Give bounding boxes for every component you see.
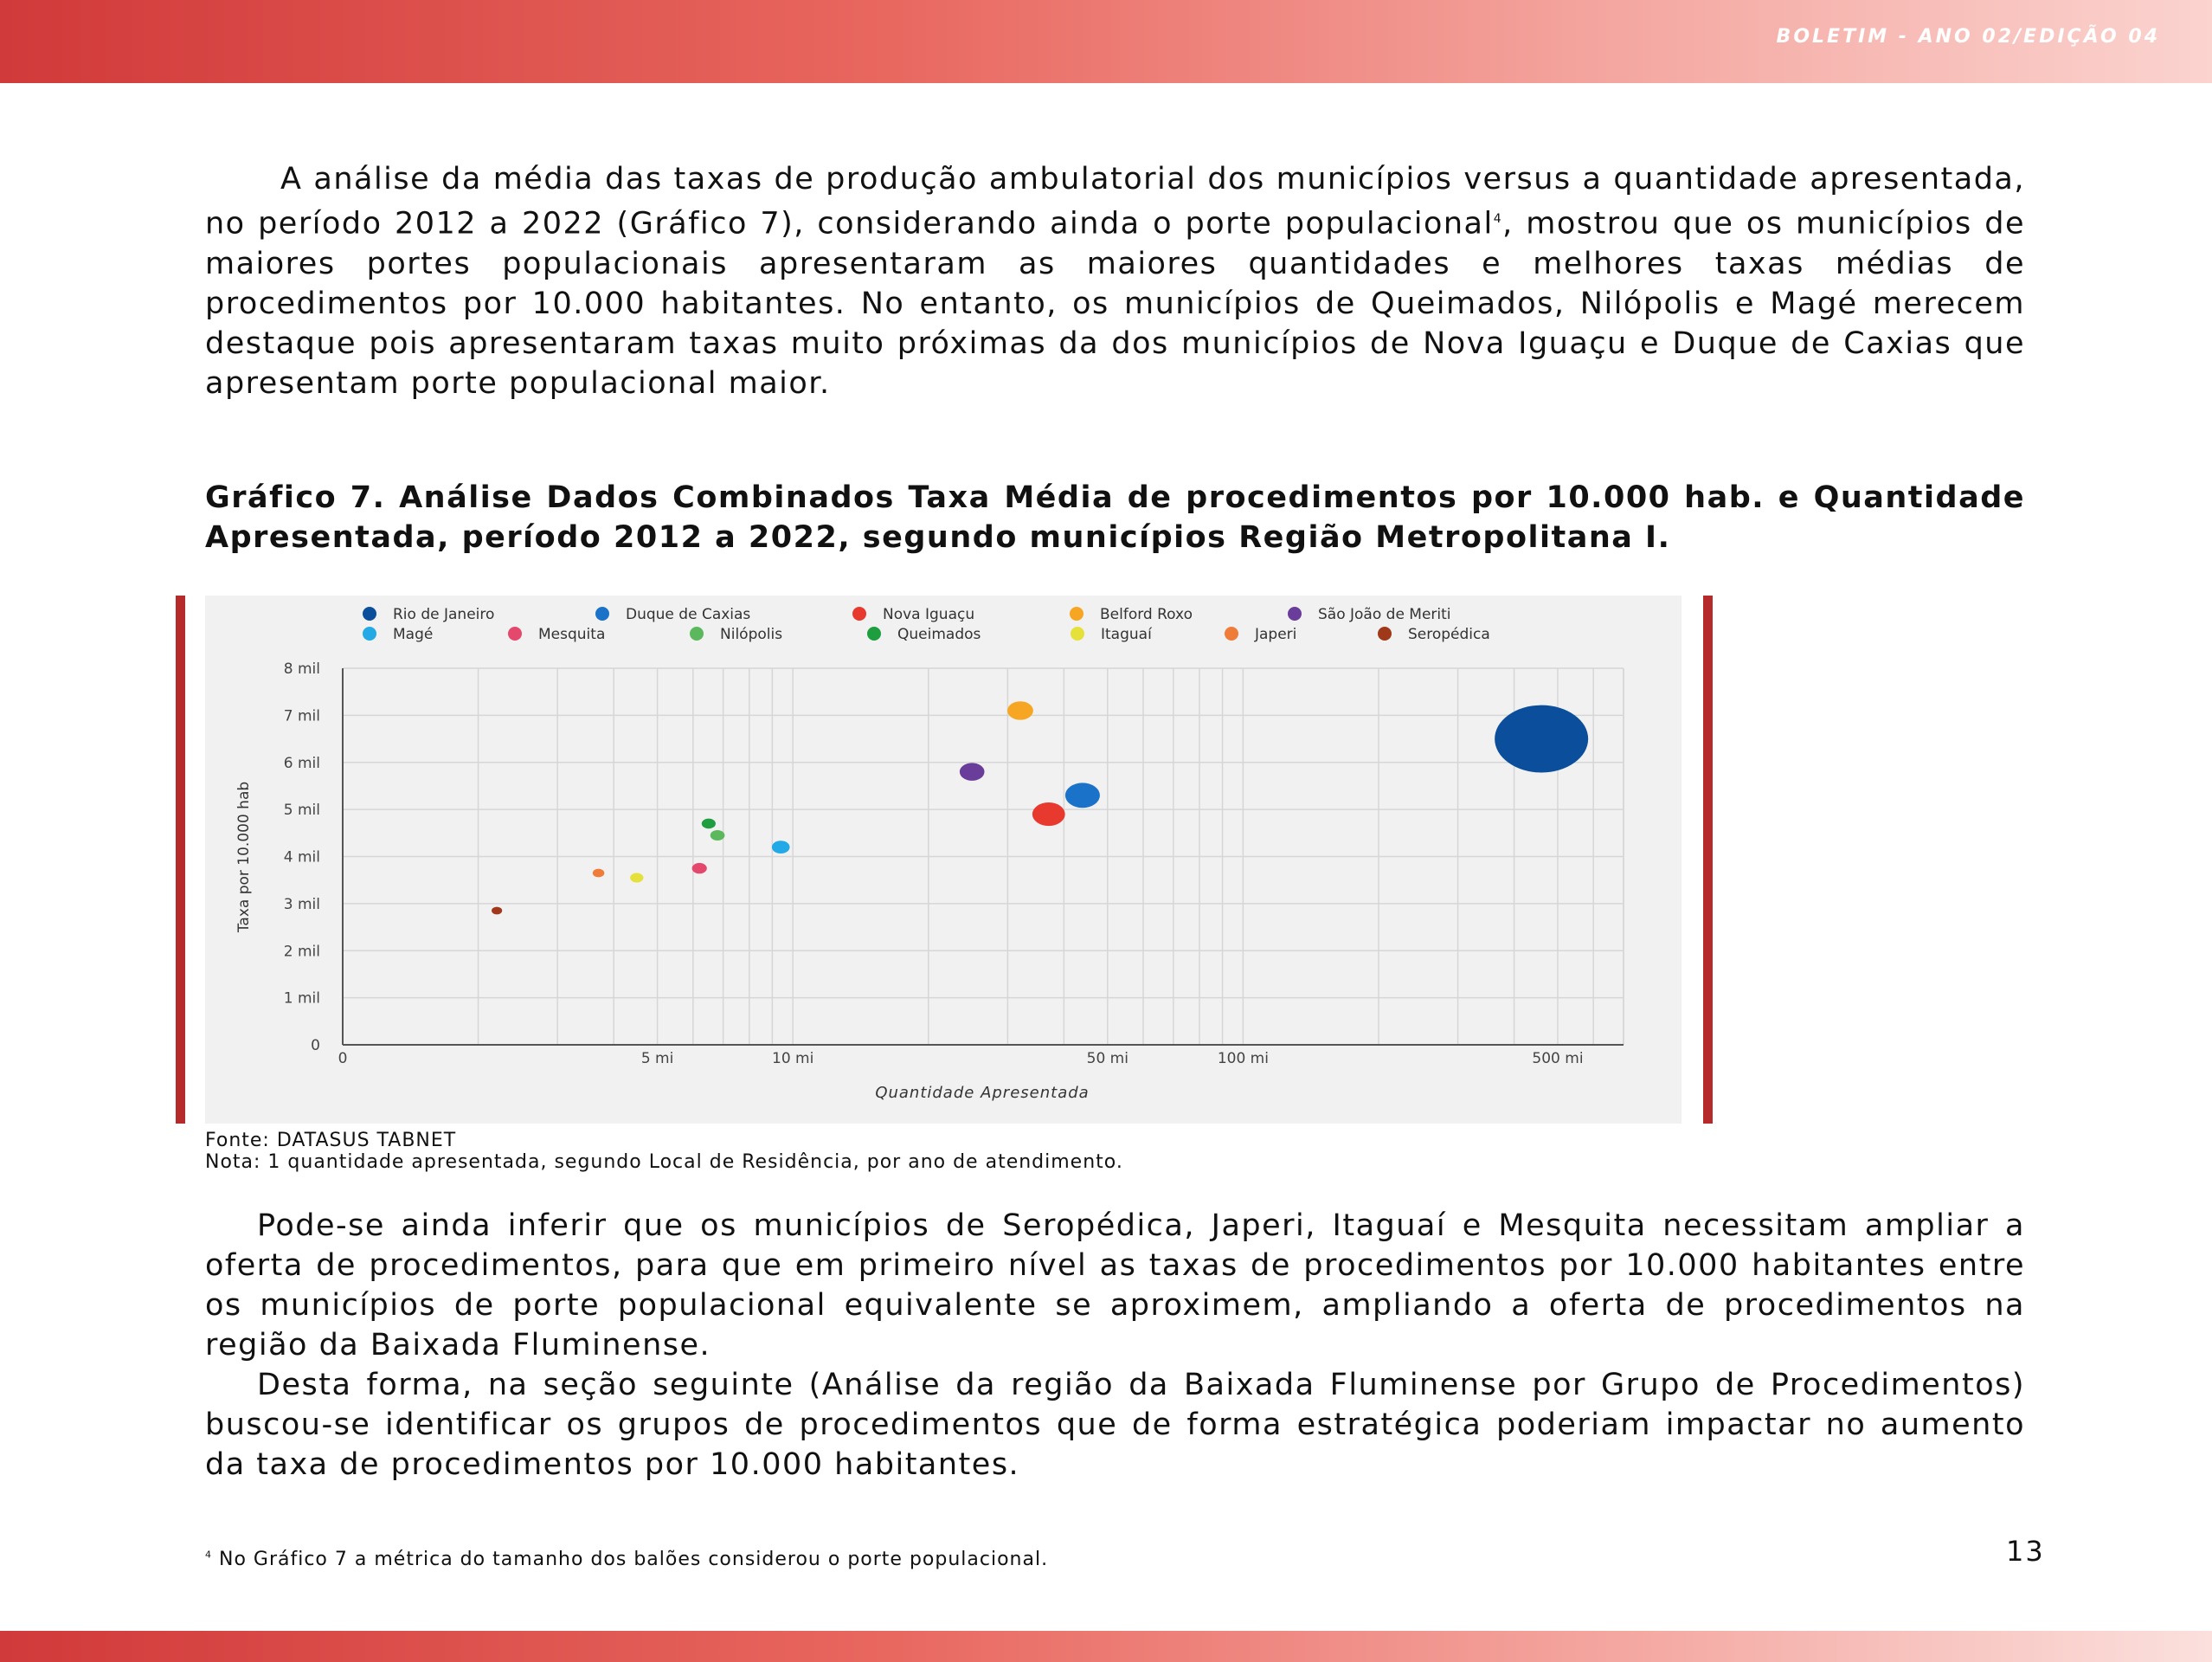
legend-marker — [363, 607, 376, 621]
bubble-point[interactable] — [771, 841, 790, 854]
legend-item[interactable]: Magé — [363, 626, 433, 643]
legend-marker — [508, 627, 522, 641]
legend-item[interactable]: Japeri — [1225, 626, 1296, 643]
y-tick-label: 8 mil — [284, 660, 320, 678]
y-tick-label: 7 mil — [284, 707, 320, 725]
footnote: 4 No Gráfico 7 a métrica do tamanho dos … — [205, 1549, 1048, 1570]
figure-note: Nota: 1 quantidade apresentada, segundo … — [205, 1151, 1123, 1173]
bubble-point[interactable] — [959, 763, 985, 781]
legend-label: Belford Roxo — [1100, 606, 1193, 623]
x-tick-label: 10 mi — [772, 1050, 813, 1067]
y-tick-label: 4 mil — [284, 849, 320, 866]
legend-marker — [1225, 627, 1238, 641]
footnote-text: No Gráfico 7 a métrica do tamanho dos ba… — [212, 1549, 1049, 1570]
bubble-point[interactable] — [710, 830, 725, 841]
chart-border-left — [176, 596, 185, 1124]
page-number: 13 — [2006, 1535, 2045, 1568]
legend-label: Japeri — [1254, 626, 1296, 643]
footer-bar — [0, 1631, 2212, 1662]
y-tick-label: 6 mil — [284, 755, 320, 772]
paragraph-1: A análise da média das taxas de produção… — [205, 159, 2025, 403]
x-tick-label: 50 mi — [1087, 1050, 1129, 1067]
y-axis-label: Taxa por 10.000 hab — [235, 782, 253, 933]
figure-source: Fonte: DATASUS TABNET — [205, 1130, 457, 1151]
bubble-point[interactable] — [1495, 705, 1589, 773]
bubble-chart: 0 1 mil 2 mil 3 mil 4 mil 5 mil 6 mil 7 mil 8 mi… — [235, 606, 1624, 1102]
legend-item[interactable]: Belford Roxo — [1070, 606, 1193, 623]
legend-item[interactable]: Seropédica — [1378, 626, 1490, 643]
x-tick-label: 500 mi — [1532, 1050, 1583, 1067]
x-tick-label: 0 — [338, 1050, 348, 1067]
bubble-point[interactable] — [592, 868, 605, 878]
bubble-point[interactable] — [691, 862, 707, 874]
bubbles — [492, 701, 1589, 915]
legend-item[interactable]: São João de Meriti — [1288, 606, 1451, 623]
legend-marker — [1070, 607, 1083, 621]
legend-label: Queimados — [897, 626, 981, 643]
legend-label: Duque de Caxias — [626, 606, 750, 623]
legend-item[interactable]: Nova Iguaçu — [852, 606, 974, 623]
y-tick-label: 2 mil — [284, 943, 320, 960]
legend-marker — [1288, 607, 1302, 621]
legend-marker — [363, 627, 376, 641]
legend-marker — [867, 627, 881, 641]
y-tick-label: 3 mil — [284, 896, 320, 913]
bubble-point[interactable] — [492, 906, 503, 915]
legend-item[interactable]: Duque de Caxias — [595, 606, 750, 623]
legend-marker — [852, 607, 866, 621]
legend-marker — [595, 607, 609, 621]
legend-label: Itaguaí — [1101, 626, 1153, 643]
paragraph-1-text-b: , mostrou que os municípios de maiores p… — [205, 206, 2025, 401]
x-tick-label: 5 mi — [641, 1050, 674, 1067]
x-tick-label: 100 mi — [1218, 1050, 1269, 1067]
paragraph-2: Pode-se ainda inferir que os municípios … — [205, 1208, 2025, 1362]
legend-item[interactable]: Nilópolis — [690, 626, 782, 643]
footnote-marker: 4 — [205, 1549, 212, 1561]
axes: 0 1 mil 2 mil 3 mil 4 mil 5 mil 6 mil 7 mil 8 mi… — [284, 660, 1624, 1067]
bubble-point[interactable] — [1032, 802, 1065, 827]
legend-label: Mesquita — [538, 626, 605, 643]
footnote-ref[interactable]: 4 — [1493, 212, 1503, 226]
y-tick-label: 5 mil — [284, 802, 320, 819]
header-bar: BOLETIM - ANO 02/EDIÇÃO 04 — [0, 0, 2212, 83]
legend-marker — [1378, 627, 1392, 641]
legend-item[interactable]: Queimados — [867, 626, 981, 643]
legend-item[interactable]: Itaguaí — [1071, 626, 1153, 643]
legend-label: São João de Meriti — [1318, 606, 1451, 623]
y-tick-label: 0 — [311, 1037, 320, 1054]
legend-marker — [690, 627, 704, 641]
bubble-point[interactable] — [1007, 701, 1033, 720]
y-tick-label: 1 mil — [284, 990, 320, 1008]
bubble-point[interactable] — [630, 873, 644, 883]
legend-label: Nilópolis — [720, 626, 782, 643]
x-axis-label: Quantidade Apresentada — [875, 1084, 1089, 1102]
legend-marker — [1071, 627, 1084, 641]
chart-background: 0 1 mil 2 mil 3 mil 4 mil 5 mil 6 mil 7 mil 8 mi… — [205, 596, 1682, 1124]
legend-label: Nova Iguaçu — [883, 606, 974, 623]
chart-border-right — [1703, 596, 1713, 1124]
paragraph-3: Desta forma, na seção seguinte (Análise … — [205, 1368, 2025, 1482]
legend-label: Seropédica — [1408, 626, 1490, 643]
grid-lines — [342, 667, 1624, 1046]
legend-label: Magé — [393, 626, 433, 643]
figure-caption: Gráfico 7. Análise Dados Combinados Taxa… — [205, 480, 2025, 555]
legend-label: Rio de Janeiro — [393, 606, 494, 623]
legend-item[interactable]: Rio de Janeiro — [363, 606, 494, 623]
header-title: BOLETIM - ANO 02/EDIÇÃO 04 — [1776, 26, 2160, 48]
bubble-point[interactable] — [1064, 783, 1100, 808]
chart-frame: 0 1 mil 2 mil 3 mil 4 mil 5 mil 6 mil 7 mil 8 mi… — [176, 596, 1713, 1124]
bubble-point[interactable] — [701, 818, 716, 829]
paragraph-1-text-a: A análise da média das taxas de produção… — [205, 162, 2025, 242]
legend-item[interactable]: Mesquita — [508, 626, 605, 643]
legend: Rio de Janeiro Duque de Caxias Nova Iguaçu… — [363, 606, 1490, 643]
